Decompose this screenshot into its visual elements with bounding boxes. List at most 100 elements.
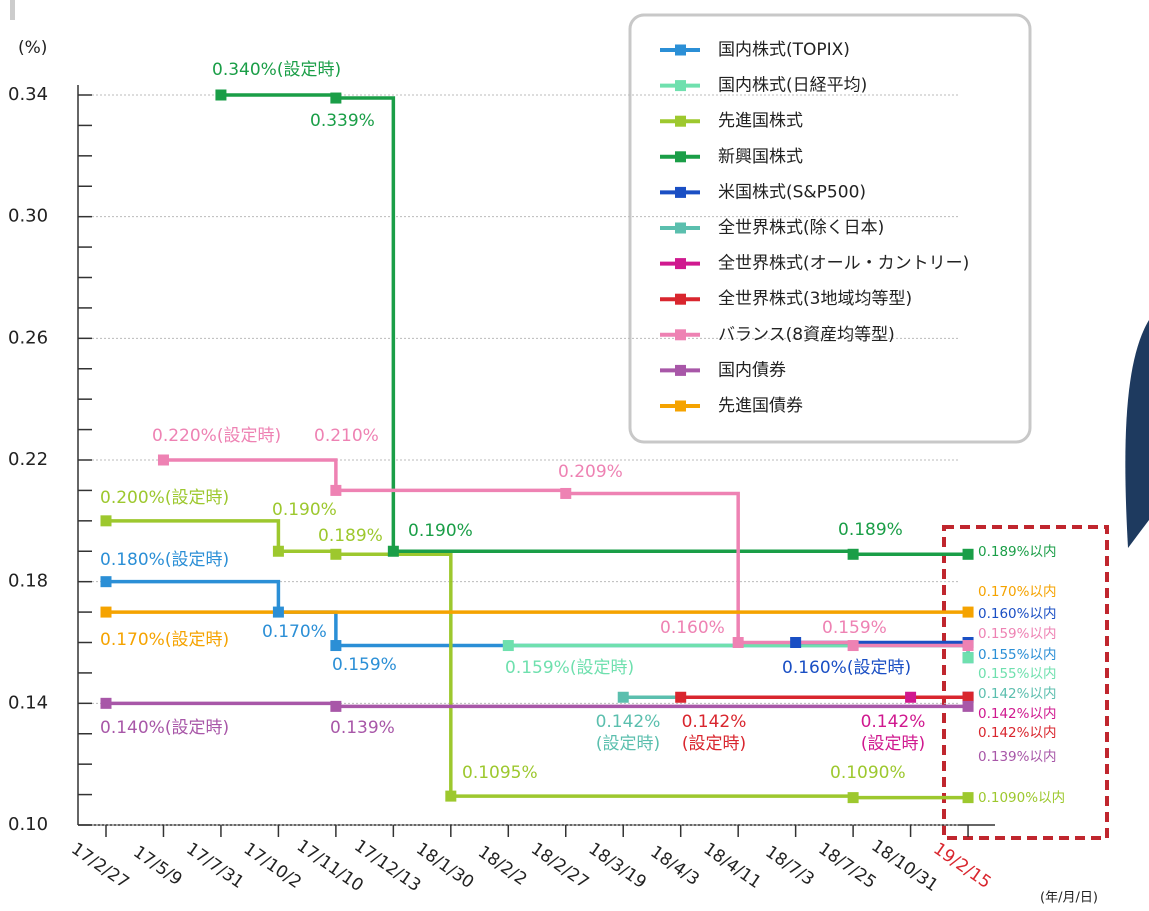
- x-tick-label: 17/5/9: [129, 842, 185, 890]
- bubble-shape: [1125, 320, 1149, 548]
- y-tick-label: 0.30: [8, 206, 48, 227]
- end-label: 0.142%以内: [978, 686, 1056, 702]
- series-marker: [330, 700, 342, 712]
- legend-label: 国内債券: [718, 360, 786, 380]
- legend-box: [628, 13, 1032, 444]
- value-label: 0.139%: [330, 718, 395, 738]
- x-unit: (年/月/日): [1040, 891, 1098, 906]
- series-marker: [560, 487, 572, 499]
- y-tick-label: 0.22: [8, 449, 48, 470]
- series-marker: [330, 484, 342, 496]
- value-label: 0.340%(設定時): [212, 60, 341, 80]
- end-label: 0.1090%以内: [978, 790, 1065, 806]
- series-marker: [962, 606, 974, 618]
- value-label: 0.190%: [408, 521, 473, 541]
- value-label: 0.159%: [332, 655, 397, 675]
- end-label: 0.160%以内: [978, 606, 1056, 622]
- y-tick-label: 0.14: [8, 692, 48, 713]
- legend-label: 全世界株式(3地域均等型): [718, 289, 912, 309]
- series-marker: [617, 691, 629, 703]
- y-unit: (%): [18, 38, 47, 58]
- value-label: 0.189%: [318, 526, 383, 546]
- x-tick-label: 18/2/2: [474, 842, 530, 890]
- y-tick-label: 0.18: [8, 571, 48, 592]
- x-tick-label: 18/1/30: [412, 839, 477, 893]
- series-marker: [100, 515, 112, 527]
- value-label: 0.209%: [558, 462, 623, 482]
- series-marker: [272, 606, 284, 618]
- value-label: 0.170%(設定時): [100, 630, 229, 650]
- end-label: 0.142%以内: [978, 725, 1056, 741]
- legend-marker: [675, 258, 686, 270]
- value-label: 0.140%(設定時): [100, 718, 229, 738]
- x-tick-label: 18/4/11: [700, 839, 765, 893]
- legend-marker: [675, 80, 686, 92]
- x-tick-label: 18/3/19: [585, 839, 650, 893]
- x-tick-label: 17/2/27: [67, 839, 132, 893]
- legend-marker: [675, 329, 686, 341]
- end-label: 0.189%以内: [978, 544, 1056, 560]
- series-marker: [962, 640, 974, 652]
- value-label: 0.170%: [262, 622, 327, 642]
- end-label: 0.139%以内: [978, 749, 1056, 765]
- legend-label: 国内株式(TOPIX): [718, 40, 850, 60]
- x-tick-label: 18/7/25: [815, 839, 880, 893]
- series-marker: [272, 545, 284, 557]
- y-tick-label: 0.26: [8, 327, 48, 348]
- legend-marker: [675, 400, 686, 412]
- series-marker: [387, 545, 399, 557]
- series-marker: [100, 697, 112, 709]
- legend-label: 全世界株式(除く日本): [718, 218, 884, 238]
- series-marker: [100, 606, 112, 618]
- highlight-box: [942, 525, 1109, 840]
- legend-label: 先進国債券: [718, 396, 803, 416]
- value-label: 0.339%: [310, 111, 375, 131]
- x-tick-label: 18/4/3: [647, 842, 703, 890]
- legend-marker: [675, 293, 686, 305]
- value-label: 0.1095%: [462, 763, 538, 783]
- series-marker: [962, 691, 974, 703]
- series-marker: [847, 548, 859, 560]
- legend-label: 全世界株式(オール・カントリー): [718, 254, 969, 274]
- series-marker: [215, 89, 227, 101]
- value-label: 0.220%(設定時): [152, 426, 281, 446]
- series-marker: [962, 792, 974, 804]
- series-marker: [502, 640, 514, 652]
- series-marker: [847, 792, 859, 804]
- end-label: 0.170%以内: [978, 584, 1056, 600]
- end-label: 0.159%以内: [978, 626, 1056, 642]
- x-tick-label: 18/10/31: [868, 836, 942, 896]
- value-label: 0.180%(設定時): [100, 550, 229, 570]
- legend-label: 国内株式(日経平均): [718, 76, 867, 96]
- series-marker: [732, 637, 744, 648]
- series-marker: [962, 548, 974, 560]
- series-marker: [905, 691, 917, 703]
- legend-marker: [675, 364, 686, 376]
- value-label: 0.159%(設定時): [505, 658, 634, 678]
- y-tick-label: 0.34: [8, 84, 48, 105]
- value-label: 0.1090%: [830, 763, 906, 783]
- value-label: 0.190%: [272, 500, 337, 520]
- end-label: 0.155%以内: [978, 666, 1056, 682]
- series-marker: [790, 637, 802, 648]
- legend-label: 新興国株式: [718, 147, 803, 167]
- series-marker: [100, 576, 112, 588]
- value-label: 0.142% (設定時): [682, 712, 747, 754]
- legend-marker: [675, 151, 686, 163]
- series-marker: [330, 640, 342, 652]
- series-marker: [330, 92, 342, 104]
- series-marker: [330, 548, 342, 560]
- legend-marker: [675, 186, 686, 198]
- value-label: 0.160%: [660, 618, 725, 638]
- series-marker: [962, 652, 974, 664]
- value-label: 0.200%(設定時): [100, 488, 229, 508]
- legend-marker: [675, 44, 686, 56]
- value-label: 0.160%(設定時): [782, 658, 911, 678]
- legend-marker: [675, 222, 686, 234]
- series-marker: [445, 790, 457, 802]
- series-marker: [157, 454, 169, 466]
- series-line: [106, 519, 969, 800]
- end-label: 0.155%以内: [978, 647, 1056, 663]
- series-marker: [675, 691, 687, 703]
